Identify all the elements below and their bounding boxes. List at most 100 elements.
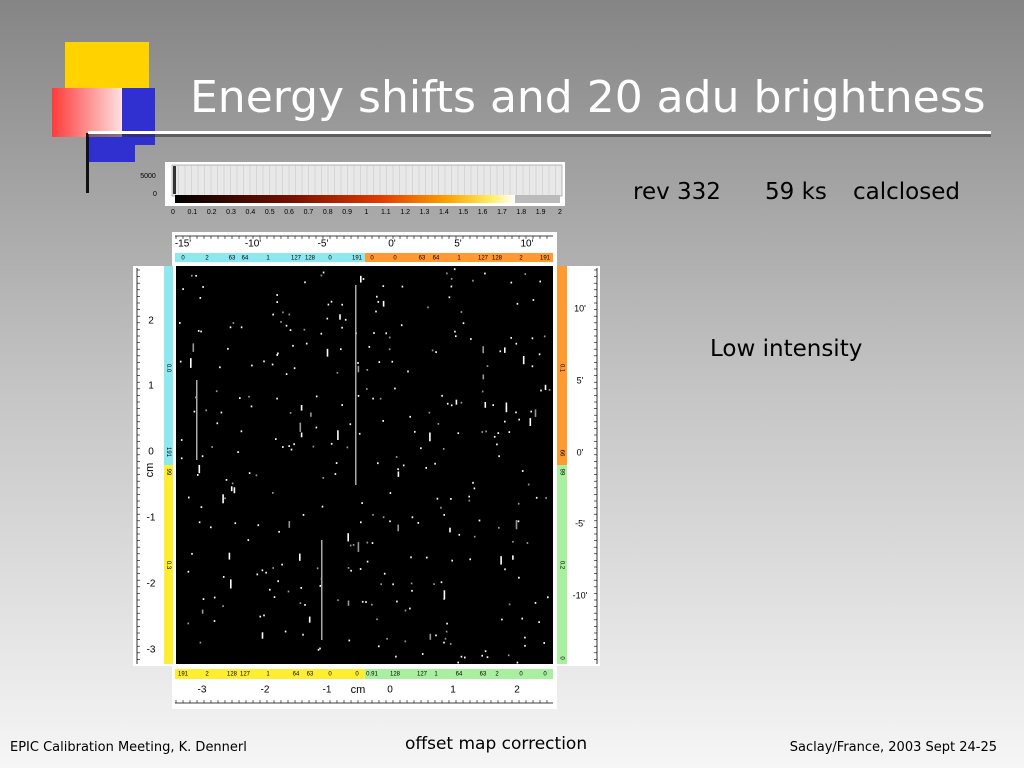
speckle [547,596,549,599]
speckle [357,395,360,397]
speckle [426,556,428,559]
speckle [199,297,202,299]
speckle [446,272,448,275]
speckle [543,642,545,644]
speckle [230,579,232,589]
hist-label: 0 [153,191,157,198]
speckle [534,409,537,417]
speckle [366,369,369,371]
speckle [524,636,526,639]
speckle [371,603,373,606]
left-strip-yellow [164,465,173,664]
speckle [179,360,182,363]
top-strip-label: 127 [478,256,489,262]
speckle [518,418,520,421]
speckle [182,288,184,290]
bottom-axis-label: 1 [450,685,456,696]
top-strip-label: 128 [305,256,316,262]
speckle [240,326,243,329]
speckle [349,423,352,426]
speckle [312,445,315,448]
speckle [187,570,190,573]
speckle [346,446,349,449]
speckle [255,474,258,477]
speckle [508,431,511,433]
speckle [282,446,284,448]
speckle [230,486,233,492]
top-strip-label: 127 [291,256,302,262]
speckle [518,576,520,579]
speckle [225,479,228,481]
speckle [322,271,325,274]
speckle [376,295,378,298]
speckle [449,643,452,645]
speckle [411,589,413,592]
speckle [389,492,392,494]
colorbar-overflow [515,195,560,203]
top-strip-label: 191 [352,256,363,262]
speckle [335,462,338,464]
speckle [450,278,453,280]
speckle [285,324,288,327]
top-strip-label: 63 [229,256,236,262]
speckle [288,313,291,316]
bottom-strip-label: 0 [543,672,547,678]
right-axis-label: 5' [577,375,584,385]
speckle [320,274,323,277]
speckle [529,418,532,426]
bottom-strip-label: 1 [266,672,270,678]
speckle [191,274,193,277]
speckle [276,354,278,356]
speckle [478,519,481,522]
speckle [401,285,404,288]
speckle [337,430,339,441]
speckle [304,604,306,606]
speckle [287,590,290,593]
bottom-axis-title: cm [351,684,366,696]
speckle [337,599,339,602]
speckle [334,473,337,475]
footer-left: EPIC Calibration Meeting, K. Dennerl [10,740,247,755]
speckle [280,321,282,323]
speckle [450,285,453,288]
speckle [392,583,394,586]
speckle [460,311,463,313]
speckle [222,605,224,607]
speckle [545,497,547,499]
speckle [319,585,322,587]
speckle [410,556,412,559]
speckle [484,402,487,408]
top-axis-label: -10' [245,239,261,250]
bottom-strip-label: 0 [328,672,332,678]
colorbar-label: 0.6 [284,209,294,216]
speckle [276,397,278,400]
top-axis-label: 0' [388,239,396,250]
speckle [347,567,350,569]
speckle [429,633,432,640]
speckle [275,438,277,440]
speckle [484,650,487,653]
speckle [486,365,489,367]
speckle [498,455,500,458]
streak [321,540,323,640]
speckle [499,350,502,353]
colorbar-label: 0.7 [304,209,314,216]
speckle [535,496,538,499]
speckle [327,303,330,306]
top-strip-label: 64 [242,256,249,262]
speckle [450,404,453,407]
speckle [187,622,190,625]
speckle [482,374,485,380]
bottom-axis-label: -3 [198,685,207,696]
speckle [472,279,474,282]
speckle [462,322,465,325]
colorbar-label: 1.9 [536,209,546,216]
speckle [248,472,251,474]
speckle [433,583,435,585]
speckle [231,482,234,485]
speckle [429,432,431,442]
speckle [482,346,484,354]
top-strip-label: 0 [181,256,185,262]
speckle [435,634,437,637]
speckle [455,399,458,405]
